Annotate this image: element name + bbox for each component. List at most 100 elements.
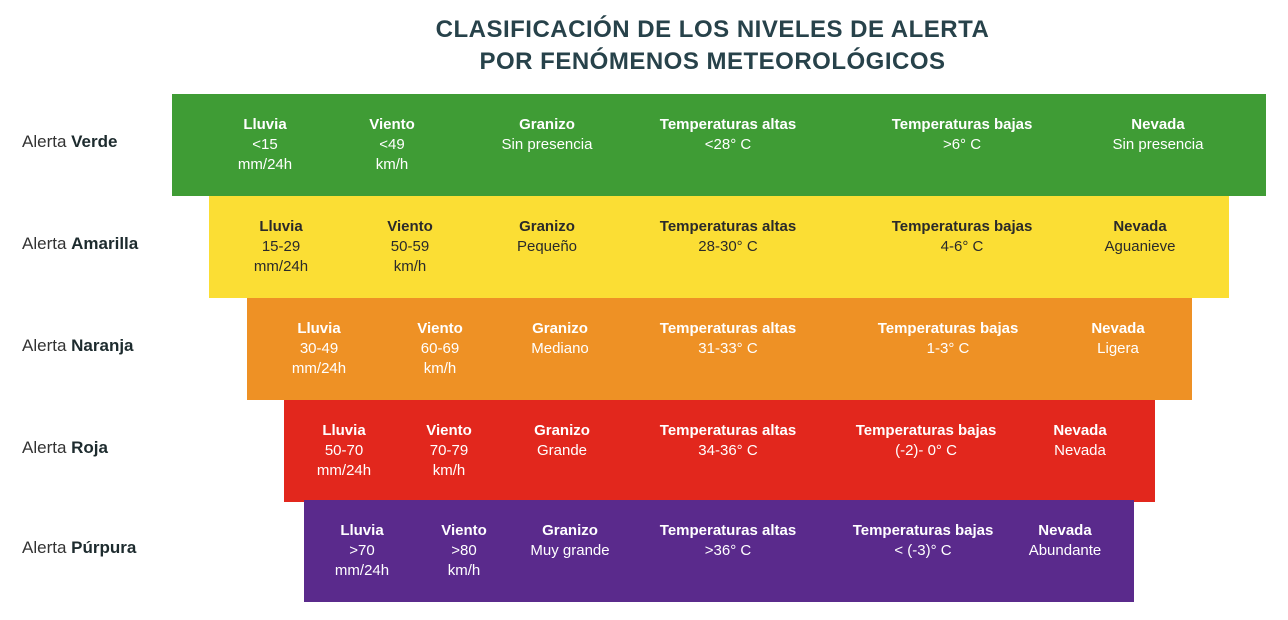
cell-value: >80 <box>451 542 477 559</box>
cell-header: Temperaturas altas <box>659 218 797 235</box>
cell-value: 50-70 <box>324 442 364 459</box>
cell-header: Temperaturas bajas <box>891 116 1033 133</box>
cell-naranja-nevada: Nevada Ligera <box>1091 319 1144 359</box>
cell-value: km/h <box>393 258 427 275</box>
row-label-level: Verde <box>71 132 118 151</box>
cell-value: <15 <box>252 136 278 153</box>
row-label-roja: Alerta Roja <box>22 438 182 458</box>
cell-naranja-temp-altas: Temperaturas altas 31-33° C <box>660 319 796 359</box>
cell-value: (-2)- 0° C <box>895 442 957 459</box>
cell-roja-nevada: Nevada Nevada <box>1053 421 1106 461</box>
cell-header: Temperaturas bajas <box>891 218 1033 235</box>
cell-value: 28-30° C <box>698 238 758 255</box>
row-label-amarilla: Alerta Amarilla <box>22 234 182 254</box>
cell-roja-lluvia: Lluvia 50-70 mm/24h <box>317 421 371 481</box>
cell-naranja-granizo: Granizo Mediano <box>531 319 589 359</box>
cell-value: Sin presencia <box>501 136 593 153</box>
cell-value: <28° C <box>704 136 752 153</box>
cell-header: Temperaturas bajas <box>852 522 994 539</box>
row-label-prefix: Alerta <box>22 538 72 557</box>
cell-header: Granizo <box>542 522 598 539</box>
cell-verde-viento: Viento <49 km/h <box>369 115 415 175</box>
cell-header: Lluvia <box>243 116 287 133</box>
cell-value: 70-79 <box>429 442 469 459</box>
cell-value: Nevada <box>1054 442 1106 459</box>
cell-value: km/h <box>432 462 466 479</box>
cell-header: Temperaturas altas <box>659 422 797 439</box>
row-label-prefix: Alerta <box>22 234 72 253</box>
cell-naranja-lluvia: Lluvia 30-49 mm/24h <box>292 319 346 379</box>
cell-header: Granizo <box>534 422 590 439</box>
cell-header: Temperaturas bajas <box>855 422 997 439</box>
cell-value: 50-59 <box>390 238 430 255</box>
cell-verde-granizo: Granizo Sin presencia <box>502 115 593 155</box>
row-label-level: Roja <box>71 438 108 457</box>
cell-verde-nevada: Nevada Sin presencia <box>1113 115 1204 155</box>
cell-value: Abundante <box>1028 542 1102 559</box>
cell-value: km/h <box>375 156 409 173</box>
cell-header: Lluvia <box>259 218 303 235</box>
cell-value: <49 <box>379 136 405 153</box>
band-verde <box>172 94 1266 196</box>
row-label-verde: Alerta Verde <box>22 132 182 152</box>
cell-purpura-temp-bajas: Temperaturas bajas < (-3)° C <box>853 521 994 561</box>
cell-header: Lluvia <box>322 422 366 439</box>
cell-header: Nevada <box>1091 320 1145 337</box>
cell-header: Lluvia <box>340 522 384 539</box>
cell-purpura-temp-altas: Temperaturas altas >36° C <box>660 521 796 561</box>
cell-header: Nevada <box>1053 422 1107 439</box>
cell-amarilla-temp-altas: Temperaturas altas 28-30° C <box>660 217 796 257</box>
row-label-prefix: Alerta <box>22 336 72 355</box>
row-label-naranja: Alerta Naranja <box>22 336 182 356</box>
cell-header: Temperaturas altas <box>659 320 797 337</box>
cell-header: Viento <box>441 522 487 539</box>
cell-value: Sin presencia <box>1112 136 1204 153</box>
cell-roja-temp-altas: Temperaturas altas 34-36° C <box>660 421 796 461</box>
cell-roja-viento: Viento 70-79 km/h <box>426 421 472 481</box>
cell-header: Nevada <box>1113 218 1167 235</box>
cell-header: Granizo <box>519 218 575 235</box>
cell-purpura-lluvia: Lluvia >70 mm/24h <box>335 521 389 581</box>
row-label-prefix: Alerta <box>22 438 72 457</box>
band-amarilla <box>209 196 1229 298</box>
cell-header: Granizo <box>532 320 588 337</box>
row-label-level: Púrpura <box>71 538 137 557</box>
cell-amarilla-lluvia: Lluvia 15-29 mm/24h <box>254 217 308 277</box>
cell-value: km/h <box>447 562 481 579</box>
band-purpura <box>304 500 1134 602</box>
cell-purpura-granizo: Granizo Muy grande <box>530 521 609 561</box>
cell-amarilla-temp-bajas: Temperaturas bajas 4-6° C <box>892 217 1033 257</box>
cell-value: 31-33° C <box>698 340 758 357</box>
cell-value: Pequeño <box>516 238 578 255</box>
cell-value: 34-36° C <box>698 442 758 459</box>
cell-header: Viento <box>387 218 433 235</box>
cell-value: Aguanieve <box>1104 238 1176 255</box>
cell-value: >70 <box>349 542 375 559</box>
band-naranja <box>247 298 1192 400</box>
cell-value: 15-29 <box>261 238 301 255</box>
cell-value: 4-6° C <box>940 238 984 255</box>
cell-amarilla-nevada: Nevada Aguanieve <box>1105 217 1176 257</box>
cell-value: 30-49 <box>299 340 339 357</box>
row-label-level: Amarilla <box>71 234 139 253</box>
cell-value: >6° C <box>942 136 982 153</box>
cell-purpura-nevada: Nevada Abundante <box>1029 521 1102 561</box>
cell-header: Viento <box>417 320 463 337</box>
cell-amarilla-granizo: Granizo Pequeño <box>517 217 577 257</box>
cell-header: Viento <box>426 422 472 439</box>
cell-value: Ligera <box>1097 340 1139 357</box>
cell-header: Nevada <box>1131 116 1185 133</box>
cell-value: Grande <box>536 442 588 459</box>
cell-value: mm/24h <box>253 258 309 275</box>
cell-value: >36° C <box>704 542 752 559</box>
cell-verde-temp-altas: Temperaturas altas <28° C <box>660 115 796 155</box>
row-label-level: Naranja <box>71 336 134 355</box>
cell-header: Lluvia <box>297 320 341 337</box>
cell-value: mm/24h <box>237 156 293 173</box>
title-line-2: POR FENÓMENOS METEOROLÓGICOS <box>479 48 946 75</box>
chart-title: CLASIFICACIÓN DE LOS NIVELES DE ALERTA P… <box>0 14 1288 78</box>
cell-value: Muy grande <box>530 542 610 559</box>
cell-roja-temp-bajas: Temperaturas bajas (-2)- 0° C <box>856 421 997 461</box>
cell-purpura-viento: Viento >80 km/h <box>441 521 487 581</box>
cell-header: Granizo <box>519 116 575 133</box>
